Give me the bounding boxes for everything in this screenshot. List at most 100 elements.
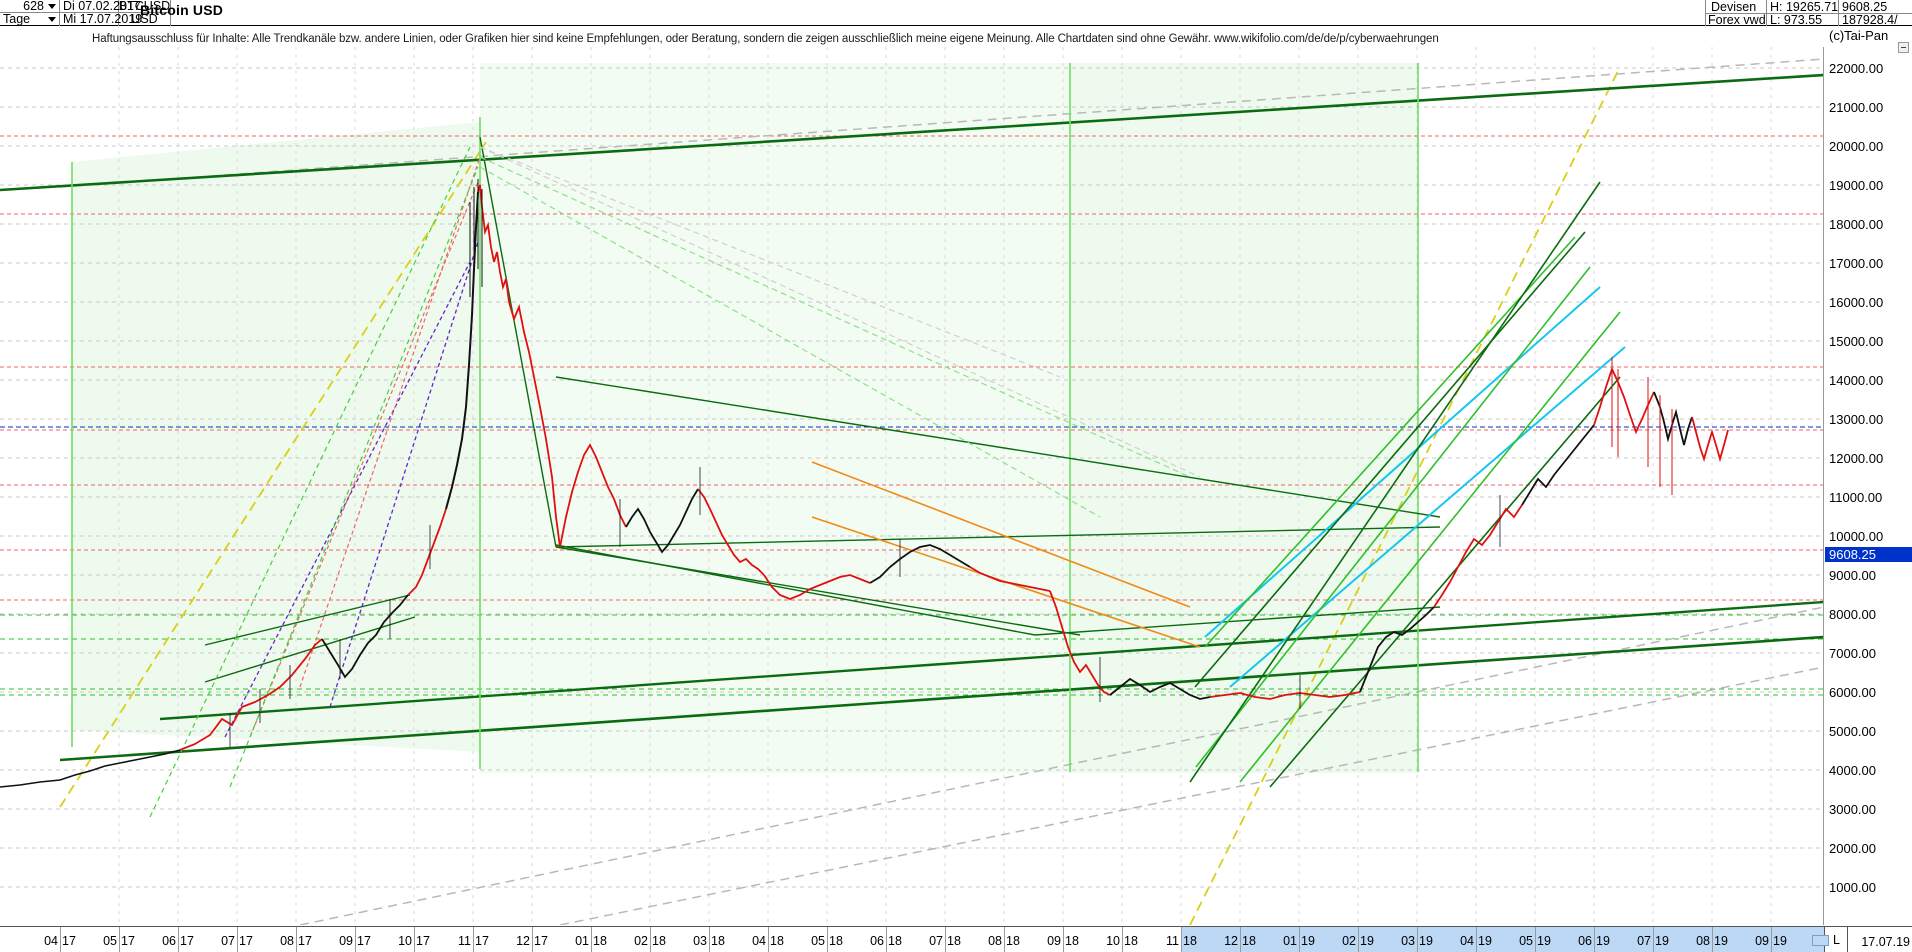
price-tick-label: 9000.00	[1829, 568, 1876, 583]
mid-trendlines-green	[204, 136, 1441, 683]
price-tick-label: 22000.00	[1829, 61, 1884, 76]
axis-divider	[1847, 927, 1848, 952]
price-tick-label: 6000.00	[1829, 685, 1876, 700]
price-tick-label: 8000.00	[1829, 607, 1876, 622]
early-diagonals-green	[149, 146, 479, 818]
price-axis[interactable]: (c)Tai-Pan 22000.00 21000.00 20000.00 19…	[1825, 26, 1912, 925]
date-tick-month: 06	[1578, 934, 1592, 948]
price-tick-label: 1000.00	[1829, 880, 1876, 895]
date-to-field[interactable]: Mi 17.07.2019	[60, 13, 142, 26]
date-tick-month: 11	[1166, 934, 1179, 948]
date-tick-year: 18	[1242, 934, 1256, 948]
date-tick	[1771, 927, 1772, 952]
date-axis[interactable]: 04 17 05 17 06 17 07 17 08 17 09 17 10 17 11 17 12 17 01 18…	[0, 926, 1912, 952]
date-tick-month: 07	[221, 934, 235, 948]
watermark-label: (c)Tai-Pan	[1829, 28, 1889, 43]
chevron-down-icon	[48, 17, 56, 22]
date-tick-month: 10	[398, 934, 412, 948]
date-tick-month: 12	[1224, 934, 1238, 948]
axis-collapse-button[interactable]	[1898, 42, 1909, 53]
date-tick-year: 18	[888, 934, 902, 948]
date-tick-month: 09	[1755, 934, 1769, 948]
date-tick-year: 19	[1478, 934, 1492, 948]
date-tick-month: 09	[1047, 934, 1061, 948]
date-tick	[591, 927, 592, 952]
date-tick	[1476, 927, 1477, 952]
date-tick	[178, 927, 179, 952]
date-tick	[1535, 927, 1536, 952]
date-tick-year: 19	[1537, 934, 1551, 948]
date-tick	[1299, 927, 1300, 952]
shortterm-channel-cyan	[1204, 286, 1626, 688]
period-low: L: 973.55	[1770, 13, 1823, 27]
date-axis-selection[interactable]	[1181, 927, 1824, 952]
instrument-info-panel: Devisen Forex vwd H: 19265.71 L: 973.55 …	[1705, 0, 1912, 27]
date-tick	[355, 927, 356, 952]
market-label: Devisen	[1711, 0, 1757, 14]
price-tick-label: 10000.00	[1829, 529, 1884, 544]
date-tick	[1358, 927, 1359, 952]
price-tick-label: 13000.00	[1829, 412, 1884, 427]
date-from-field[interactable]: Di 07.02.2017	[60, 0, 141, 13]
date-tick	[1122, 927, 1123, 952]
date-tick-year: 19	[1596, 934, 1610, 948]
date-tick-month: 12	[516, 934, 530, 948]
price-tick-label: 7000.00	[1829, 646, 1876, 661]
early-trend-purple	[224, 241, 479, 738]
price-tick-label: 21000.00	[1829, 100, 1884, 115]
date-tick-month: 01	[1283, 934, 1297, 948]
date-tick-month: 09	[339, 934, 353, 948]
date-tick-year: 17	[239, 934, 253, 948]
date-tick-year: 19	[1655, 934, 1669, 948]
date-tick-year: 19	[1773, 934, 1787, 948]
lower-support-dark-green	[159, 600, 1823, 721]
price-tick-label: 3000.00	[1829, 802, 1876, 817]
date-to-value: Mi 17.07.2019	[63, 12, 143, 26]
price-tick-label: 15000.00	[1829, 334, 1884, 349]
price-tick-label: 17000.00	[1829, 256, 1884, 271]
chart-plot-area[interactable]	[0, 47, 1824, 925]
longterm-grey-channel	[59, 58, 1823, 925]
interval-dropdown[interactable]: Tage	[0, 13, 60, 26]
date-tick-month: 04	[44, 934, 58, 948]
date-tick-year: 19	[1301, 934, 1315, 948]
volume-value: 187928.4/	[1842, 13, 1898, 27]
date-tick	[945, 927, 946, 952]
date-tick	[60, 927, 61, 952]
currency-value: USD	[131, 12, 158, 26]
date-tick-year: 17	[62, 934, 76, 948]
date-tick-year: 19	[1360, 934, 1374, 948]
early-diagonals-red	[249, 156, 481, 738]
date-tick-year: 18	[1124, 934, 1138, 948]
price-tick-label: 11000.00	[1829, 490, 1883, 505]
date-tick	[650, 927, 651, 952]
price-tick-label: 19000.00	[1829, 178, 1884, 193]
vertical-gridlines	[118, 47, 1772, 925]
date-tick-month: 07	[929, 934, 943, 948]
parabolic-yellow-lines	[59, 66, 1621, 925]
date-tick	[119, 927, 120, 952]
date-from-value: Di 07.02.2017	[63, 0, 141, 13]
price-tick-label: 2000.00	[1829, 841, 1876, 856]
date-tick-month: 11	[458, 934, 471, 948]
steep-trendlines-right	[1189, 181, 1621, 788]
date-tick-month: 06	[870, 934, 884, 948]
price-tick-label: 12000.00	[1829, 451, 1884, 466]
date-tick-year: 18	[770, 934, 784, 948]
date-tick-year: 18	[1006, 934, 1020, 948]
date-tick	[1181, 927, 1182, 952]
date-tick-month: 04	[752, 934, 766, 948]
symbol-field[interactable]: BTCUSD	[119, 0, 171, 13]
bars-count-dropdown[interactable]: 628	[0, 0, 60, 13]
date-tick	[414, 927, 415, 952]
price-tick-label: 16000.00	[1829, 295, 1884, 310]
date-tick	[768, 927, 769, 952]
date-tick	[1063, 927, 1064, 952]
date-tick-month: 03	[1401, 934, 1415, 948]
date-tick	[1653, 927, 1654, 952]
date-tick-month: 08	[988, 934, 1002, 948]
date-tick	[296, 927, 297, 952]
date-tick	[1594, 927, 1595, 952]
date-tick-year: 18	[593, 934, 607, 948]
